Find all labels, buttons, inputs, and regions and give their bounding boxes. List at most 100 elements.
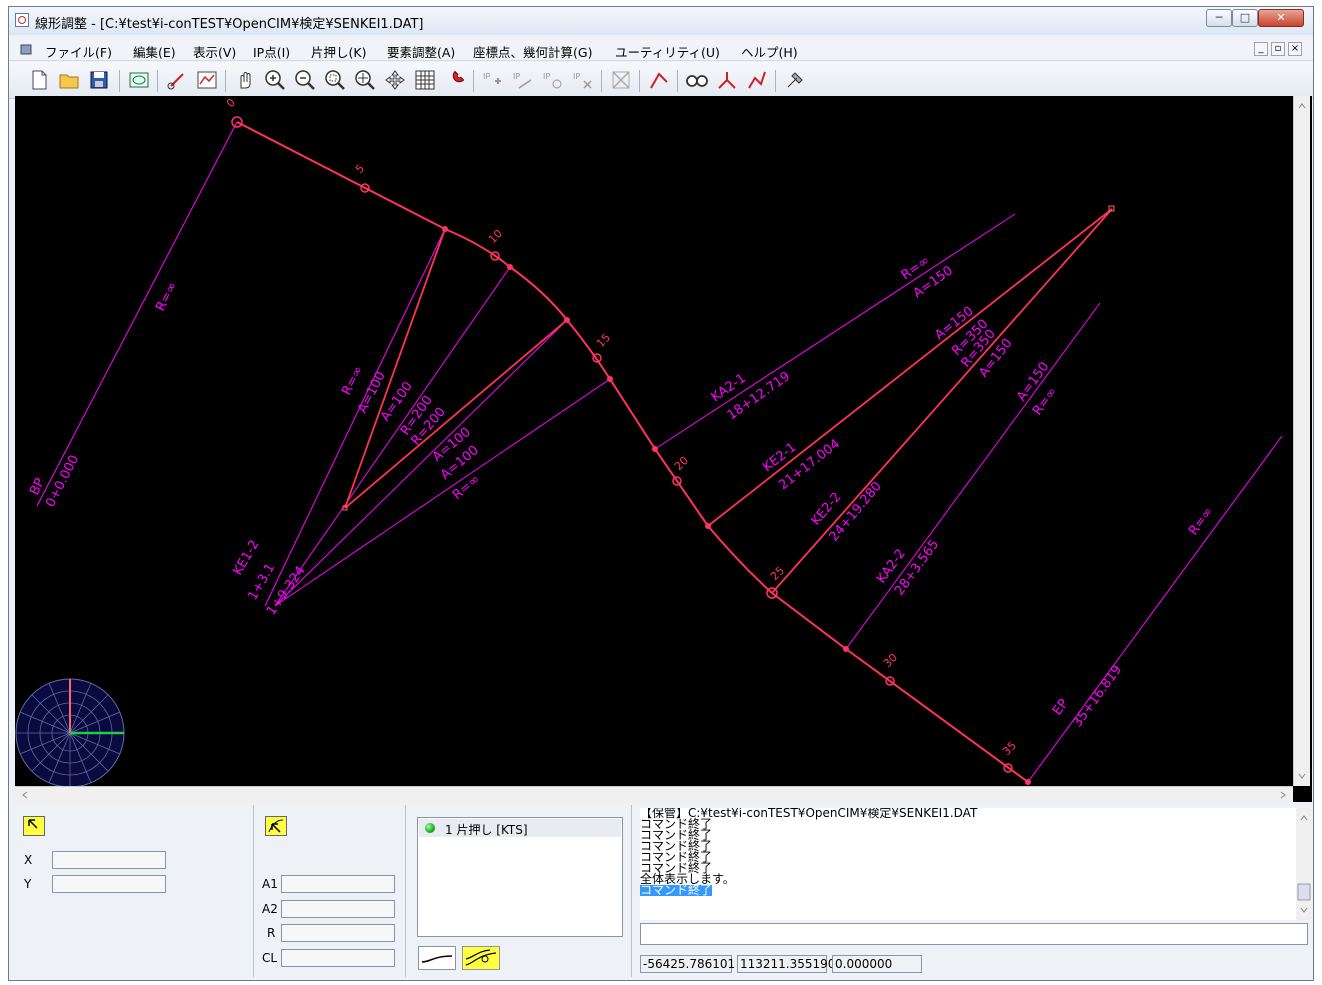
svg-text:IP: IP	[483, 72, 490, 81]
key-point	[652, 446, 658, 452]
key-point	[843, 646, 849, 652]
log-line: コマンド終了	[640, 850, 713, 864]
log-line-selected: コマンド終了	[640, 883, 713, 897]
menu-view[interactable]: 表示(V)	[193, 45, 237, 60]
menu-help[interactable]: ヘルプ(H)	[741, 45, 798, 60]
horizontal-scrollbar[interactable]	[15, 786, 1293, 803]
x-field[interactable]	[52, 851, 166, 869]
document-icon[interactable]	[19, 42, 33, 56]
a2-label: A2	[262, 902, 278, 916]
menu-edit[interactable]: 編集(E)	[133, 45, 176, 60]
mdi-minimize-button[interactable]: _	[1254, 42, 1268, 56]
mdi-close-button[interactable]: ×	[1288, 42, 1302, 56]
station-marker	[885, 676, 895, 686]
menu-kataoshi[interactable]: 片押し(K)	[311, 45, 367, 60]
tools-icon[interactable]	[783, 68, 807, 92]
construction-line	[264, 228, 446, 607]
pick-point-icon[interactable]	[23, 816, 45, 836]
grid-icon[interactable]	[413, 68, 437, 92]
station-marker	[360, 183, 370, 193]
zoom-out-icon[interactable]	[293, 68, 317, 92]
alignment-canvas[interactable]: 0 5 10 15 20 25 30 35 BP 0+0.000 R=∞ R=∞…	[15, 96, 1312, 802]
menu-bar: ファイル(F) 編集(E) 表示(V) IP点(I) 片押し(K) 要素調整(A…	[9, 38, 1313, 61]
app-icon	[15, 13, 29, 27]
x-label: X	[24, 853, 33, 867]
ip-point[interactable]	[342, 505, 348, 511]
toolbar-separator	[473, 70, 474, 92]
pick-element-icon[interactable]	[265, 816, 287, 836]
ip-line	[707, 208, 1113, 527]
binocular-icon[interactable]	[685, 68, 709, 92]
element-edit-icon[interactable]	[745, 68, 769, 92]
curve-mode-icon[interactable]	[462, 946, 500, 970]
close-button[interactable]: ✕	[1258, 9, 1304, 27]
open-folder-icon[interactable]	[57, 68, 81, 92]
y-field[interactable]	[52, 875, 166, 893]
maximize-button[interactable]: □	[1232, 9, 1258, 27]
zoom-all-icon[interactable]	[353, 68, 377, 92]
toolbar: IP IP IP IP	[9, 62, 1313, 99]
construction-line	[274, 266, 511, 607]
ip-add-icon[interactable]: IP	[481, 68, 505, 92]
ip-point[interactable]	[1108, 205, 1115, 212]
compass-rose-icon	[15, 678, 125, 788]
straight-line-mode-icon[interactable]	[418, 946, 456, 970]
mdi-restore-button[interactable]: ▫	[1271, 42, 1285, 56]
toolbar-separator	[157, 70, 158, 92]
zoom-window-icon[interactable]	[323, 68, 347, 92]
list-item[interactable]: 1 片押し [KTS]	[419, 819, 621, 837]
construction-line	[1027, 435, 1283, 783]
key-point	[607, 376, 613, 382]
alignment-list[interactable]: 1 片押し [KTS]	[417, 817, 623, 937]
a1-field[interactable]	[281, 875, 395, 893]
key-point	[442, 226, 448, 232]
key-point	[1025, 779, 1031, 785]
toolbar-separator	[639, 70, 640, 92]
zoom-in-icon[interactable]	[263, 68, 287, 92]
ip-move-icon[interactable]: IP	[511, 68, 535, 92]
menu-coordinate-geometry[interactable]: 座標点、幾何計算(G)	[473, 45, 593, 60]
save-icon[interactable]	[87, 68, 111, 92]
log-line: コマンド終了	[640, 839, 713, 853]
construction-line	[36, 121, 238, 507]
menu-element-adjust[interactable]: 要素調整(A)	[387, 45, 456, 60]
element-move-icon[interactable]	[715, 68, 739, 92]
element-adjust-icon[interactable]	[647, 68, 671, 92]
station-marker	[766, 587, 778, 599]
magnet-icon[interactable]	[443, 68, 467, 92]
move-icon[interactable]	[383, 68, 407, 92]
menu-utility[interactable]: ユーティリティ(U)	[615, 45, 720, 60]
command-input[interactable]	[640, 923, 1308, 945]
vertical-scrollbar[interactable]	[1293, 96, 1310, 786]
minimize-button[interactable]: ─	[1206, 9, 1232, 27]
ip-lines	[344, 208, 1113, 594]
cl-field[interactable]	[281, 949, 395, 967]
toolbar-separator	[601, 70, 602, 92]
pan-hand-icon[interactable]	[233, 68, 257, 92]
ip-insert-icon[interactable]: IP	[541, 68, 565, 92]
alignment-list-panel	[405, 805, 632, 977]
layer-icon[interactable]	[127, 68, 151, 92]
ip-line	[344, 228, 446, 509]
alignment-path[interactable]	[236, 121, 1029, 783]
station-marker	[231, 116, 243, 128]
menu-file[interactable]: ファイル(F)	[45, 45, 112, 60]
menu-ip[interactable]: IP点(I)	[253, 45, 291, 60]
list-item-label: 1 片押し [KTS]	[445, 823, 528, 837]
construction-line	[274, 319, 568, 607]
a2-field[interactable]	[281, 900, 395, 918]
ip-line	[344, 319, 568, 509]
profile-icon[interactable]	[195, 68, 219, 92]
vector-icon[interactable]	[165, 68, 189, 92]
svg-text:IP: IP	[573, 72, 580, 81]
key-point	[705, 523, 711, 529]
r-field[interactable]	[281, 924, 395, 942]
log-scrollbar[interactable]	[1296, 808, 1312, 920]
new-file-icon[interactable]	[27, 68, 51, 92]
status-y-coordinate: 113211.355190	[737, 955, 835, 973]
ip-delete-icon[interactable]: IP	[571, 68, 595, 92]
element-disabled-icon[interactable]	[609, 68, 633, 92]
element-parameter-panel: A1 A2 R CL	[253, 805, 406, 977]
construction-line	[845, 302, 1101, 650]
key-points	[442, 226, 1031, 785]
